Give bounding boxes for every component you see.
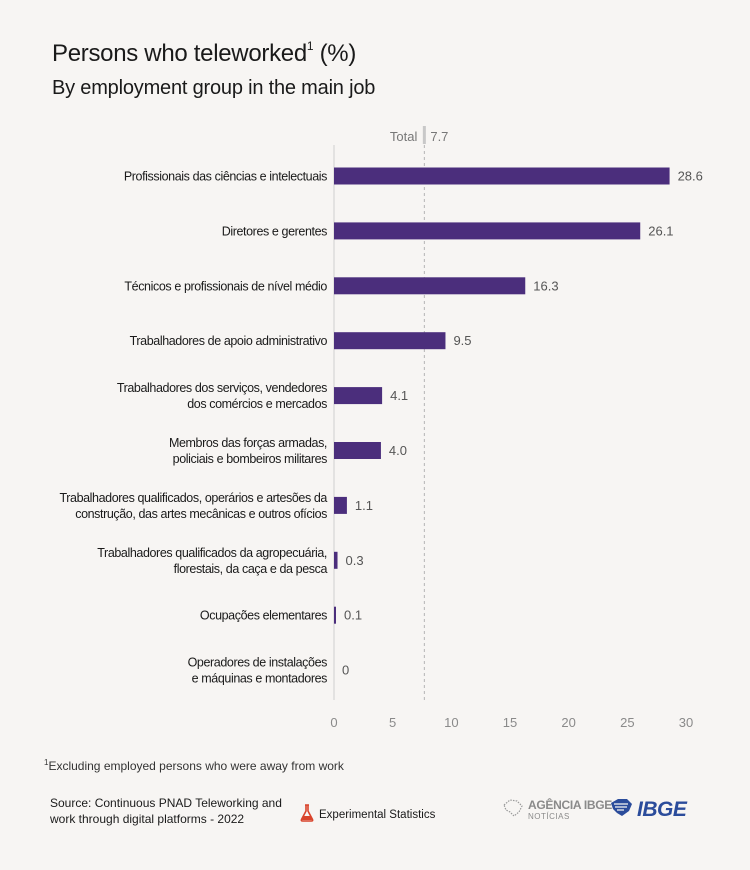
category-label-line: Técnicos e profissionais de nível médio xyxy=(124,279,327,293)
bar xyxy=(334,606,336,624)
bar xyxy=(334,222,641,240)
brazil-map-icon xyxy=(608,797,634,822)
total-reference-value: 7.7 xyxy=(430,129,448,144)
chart-subtitle: By employment group in the main job xyxy=(52,77,376,99)
category-label-line: e máquinas e montadores xyxy=(192,672,327,686)
data-label: 4.0 xyxy=(389,443,407,458)
footnote-mark: 1 xyxy=(44,758,49,767)
category-label: Trabalhadores dos serviços, vendedores do… xyxy=(117,381,327,411)
chart-title-text: Persons who teleworked xyxy=(52,40,307,67)
category-label-line: Trabalhadores qualificados, operários e … xyxy=(59,491,327,505)
data-label: 16.3 xyxy=(533,278,558,293)
total-reference-marker xyxy=(422,126,426,144)
ibge-logo-text: IBGE xyxy=(637,797,687,821)
x-tick-label: 10 xyxy=(444,715,458,730)
category-label-line: Membros das forças armadas, xyxy=(169,436,327,450)
x-tick-label: 20 xyxy=(561,715,575,730)
category-label: Diretores e gerentes xyxy=(222,224,327,238)
category-label-line: construção, das artes mecânicas e outros… xyxy=(75,507,327,521)
bar xyxy=(334,551,338,569)
data-label: 1.1 xyxy=(355,498,373,513)
experimental-label: Experimental Statistics xyxy=(319,808,436,821)
category-label: Profissionais das ciências e intelectuai… xyxy=(124,170,327,184)
category-label-line: Operadores de instalações xyxy=(188,656,328,670)
bar xyxy=(334,332,446,350)
category-label-line: policiais e bombeiros militares xyxy=(173,452,327,466)
x-tick-label: 30 xyxy=(679,715,693,730)
category-label: Trabalhadores de apoio administrativo xyxy=(130,334,328,348)
agencia-name: AGÊNCIA xyxy=(528,797,581,812)
title-footnote-mark: 1 xyxy=(306,39,314,53)
x-tick-label: 0 xyxy=(330,715,337,730)
category-label-line: Profissionais das ciências e intelectuai… xyxy=(124,170,327,184)
bar xyxy=(334,387,383,405)
chart-title: Persons who teleworked1 (%) xyxy=(52,39,357,68)
flask-icon xyxy=(300,804,314,825)
ibge-logo: IBGE xyxy=(608,797,687,822)
x-tick-label: 5 xyxy=(389,715,396,730)
category-label-line: Trabalhadores qualificados da agropecuár… xyxy=(97,546,327,560)
category-label: Operadores de instalações e máquinas e mo… xyxy=(188,656,328,686)
data-label: 4.1 xyxy=(390,388,408,403)
bar xyxy=(334,167,670,185)
category-label: Trabalhadores qualificados, operários e … xyxy=(59,491,327,521)
category-label-line: Ocupações elementares xyxy=(200,609,327,623)
bar xyxy=(334,277,526,295)
agencia-brand: IBGE xyxy=(583,797,612,812)
data-label: 0 xyxy=(342,663,349,678)
data-label: 26.1 xyxy=(648,223,673,238)
agencia-ibge-logo: AGÊNCIA IBGE NOTÍCIAS xyxy=(502,798,612,823)
data-label: 0.1 xyxy=(344,608,362,623)
data-label: 0.3 xyxy=(346,553,364,568)
source-note: Source: Continuous PNAD Teleworking and … xyxy=(50,796,282,826)
total-reference-label: Total xyxy=(390,129,418,144)
category-label: Ocupações elementares xyxy=(200,609,327,623)
data-label: 9.5 xyxy=(453,333,471,348)
title-unit: (%) xyxy=(313,40,357,67)
category-label-line: dos comércios e mercados xyxy=(187,397,327,411)
category-label-line: Trabalhadores dos serviços, vendedores xyxy=(117,381,327,395)
category-label-line: Diretores e gerentes xyxy=(222,224,327,238)
category-label: Técnicos e profissionais de nível médio xyxy=(124,279,327,293)
bar xyxy=(334,442,381,459)
category-label-line: Trabalhadores de apoio administrativo xyxy=(130,334,328,348)
footnote-text: Excluding employed persons who were away… xyxy=(48,759,344,773)
category-label: Trabalhadores qualificados da agropecuár… xyxy=(97,546,327,576)
category-label: Membros das forças armadas, policiais e b… xyxy=(169,436,327,466)
x-tick-label: 15 xyxy=(503,715,517,730)
agencia-sub: NOTÍCIAS xyxy=(528,811,570,821)
bar-chart: Total 7.7 28.6 Profissionais das ciências e… xyxy=(59,126,703,730)
map-icon xyxy=(502,798,524,823)
agencia-text: AGÊNCIA IBGE NOTÍCIAS xyxy=(528,797,612,822)
category-label-line: florestais, da caça e da pesca xyxy=(174,562,328,576)
data-label: 28.6 xyxy=(678,169,703,184)
experimental-statistics: Experimental Statistics xyxy=(300,804,435,825)
bar xyxy=(334,496,347,514)
footnote: 1Excluding employed persons who were awa… xyxy=(44,758,344,773)
x-tick-label: 25 xyxy=(620,715,634,730)
